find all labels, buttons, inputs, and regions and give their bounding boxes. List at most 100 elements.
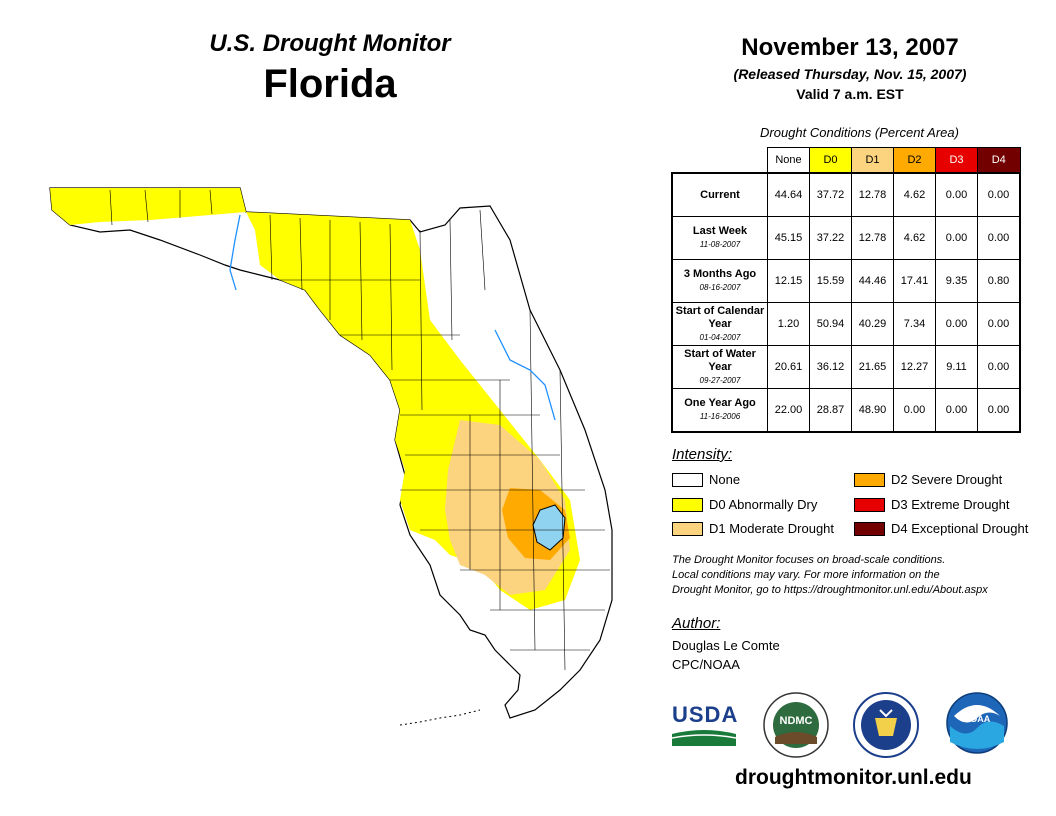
ndmc-logo-text: NDMC bbox=[779, 715, 813, 727]
legend-d0: D0 Abnormally Dry bbox=[672, 497, 817, 512]
legend-d4: D4 Exceptional Drought bbox=[854, 521, 1028, 536]
legend-label: D4 Exceptional Drought bbox=[891, 521, 1029, 536]
table-cell: 0.00 bbox=[977, 216, 1021, 260]
legend-swatch bbox=[672, 521, 703, 536]
table-cell: 0.80 bbox=[977, 259, 1021, 303]
table-cell: 12.27 bbox=[893, 345, 936, 389]
row-label: Start of Calendar Year 01-04-2007 bbox=[671, 302, 768, 346]
legend-none: None bbox=[672, 472, 740, 487]
d0-region-panhandle bbox=[50, 188, 246, 225]
county-boundaries bbox=[109, 189, 610, 671]
drought-stats-table: None D0 D1 D2 D3 D4 Current 44.64 37.72 … bbox=[671, 147, 1021, 433]
col-d1: D1 bbox=[851, 147, 894, 174]
disclaimer-note: The Drought Monitor focuses on broad-sca… bbox=[672, 553, 1042, 598]
table-cell: 50.94 bbox=[809, 302, 852, 346]
col-d4: D4 bbox=[977, 147, 1021, 174]
note-line: Drought Monitor, go to https://droughtmo… bbox=[672, 584, 988, 596]
table-cell: 22.00 bbox=[767, 388, 810, 433]
commerce-logo bbox=[853, 692, 919, 763]
table-cell: 15.59 bbox=[809, 259, 852, 303]
table-cell: 45.15 bbox=[767, 216, 810, 260]
table-row-one-year-ago: One Year Ago 11-16-2006 22.00 28.87 48.90… bbox=[671, 388, 1021, 433]
release-date: (Released Thursday, Nov. 15, 2007) bbox=[733, 66, 967, 82]
author-title: Author: bbox=[672, 615, 721, 632]
florida-drought-map bbox=[49, 187, 613, 726]
table-cell: 44.64 bbox=[767, 172, 810, 217]
usda-logo: USDA bbox=[671, 702, 739, 748]
row-label: Current bbox=[671, 172, 768, 217]
note-line: The Drought Monitor focuses on broad-sca… bbox=[672, 554, 946, 566]
legend-label: D0 Abnormally Dry bbox=[709, 497, 818, 512]
legend-swatch bbox=[854, 472, 885, 487]
col-none: None bbox=[767, 147, 810, 174]
ndmc-logo-seal bbox=[763, 692, 829, 758]
usda-logo-hills bbox=[671, 730, 737, 746]
table-cell: 4.62 bbox=[893, 216, 936, 260]
state-title: Florida bbox=[263, 62, 397, 106]
row-label: Last Week 11-08-2007 bbox=[671, 216, 768, 260]
table-row-water-year: Start of Water Year 09-27-2007 20.61 36.1… bbox=[671, 345, 1021, 389]
table-cell: 9.35 bbox=[935, 259, 978, 303]
table-cell: 36.12 bbox=[809, 345, 852, 389]
table-cell: 21.65 bbox=[851, 345, 894, 389]
noaa-logo: NOAA bbox=[946, 692, 1008, 759]
legend-label: D1 Moderate Drought bbox=[709, 521, 835, 536]
website-url[interactable]: droughtmonitor.unl.edu bbox=[735, 766, 972, 789]
row-label: 3 Months Ago 08-16-2007 bbox=[671, 259, 768, 303]
table-cell: 0.00 bbox=[893, 388, 936, 433]
legend-label: D3 Extreme Drought bbox=[891, 497, 1010, 512]
table-cell: 7.34 bbox=[893, 302, 936, 346]
note-line: Local conditions may vary. For more info… bbox=[672, 569, 940, 581]
table-cell: 17.41 bbox=[893, 259, 936, 303]
legend-swatch bbox=[672, 497, 703, 512]
apalachicola-river bbox=[229, 214, 241, 291]
table-cell: 1.20 bbox=[767, 302, 810, 346]
author-org: CPC/NOAA bbox=[672, 657, 740, 672]
table-cell: 37.72 bbox=[809, 172, 852, 217]
legend-d2: D2 Severe Drought bbox=[854, 472, 1002, 487]
legend-swatch bbox=[672, 472, 703, 487]
st-johns-river bbox=[494, 329, 556, 421]
table-cell: 44.46 bbox=[851, 259, 894, 303]
table-corner bbox=[672, 148, 768, 174]
table-row-last-week: Last Week 11-08-2007 45.15 37.22 12.78 4.… bbox=[671, 216, 1021, 260]
legend-swatch bbox=[854, 497, 885, 512]
table-cell: 0.00 bbox=[977, 345, 1021, 389]
usda-logo-text: USDA bbox=[672, 702, 739, 727]
brand-title: U.S. Drought Monitor bbox=[209, 30, 451, 57]
map-date: November 13, 2007 bbox=[741, 34, 959, 61]
table-cell: 0.00 bbox=[977, 302, 1021, 346]
noaa-logo-text: NOAA bbox=[963, 714, 991, 724]
table-cell: 12.78 bbox=[851, 172, 894, 217]
legend-label: D2 Severe Drought bbox=[891, 472, 1003, 487]
table-cell: 20.61 bbox=[767, 345, 810, 389]
florida-outline bbox=[49, 187, 613, 719]
valid-time: Valid 7 a.m. EST bbox=[796, 86, 904, 102]
table-cell: 9.11 bbox=[935, 345, 978, 389]
col-d3: D3 bbox=[935, 147, 978, 174]
florida-keys bbox=[399, 709, 481, 726]
table-cell: 28.87 bbox=[809, 388, 852, 433]
ndmc-logo: NDMC bbox=[763, 692, 829, 763]
author-name: Douglas Le Comte bbox=[672, 638, 780, 653]
table-cell: 12.15 bbox=[767, 259, 810, 303]
table-cell: 4.62 bbox=[893, 172, 936, 217]
row-label: Start of Water Year 09-27-2007 bbox=[671, 345, 768, 389]
table-cell: 12.78 bbox=[851, 216, 894, 260]
table-cell: 0.00 bbox=[935, 302, 978, 346]
table-cell: 40.29 bbox=[851, 302, 894, 346]
table-cell: 0.00 bbox=[977, 388, 1021, 433]
table-cell: 0.00 bbox=[935, 216, 978, 260]
table-row-3-months: 3 Months Ago 08-16-2007 12.15 15.59 44.46… bbox=[671, 259, 1021, 303]
col-d0: D0 bbox=[809, 147, 852, 174]
noaa-logo-seal bbox=[946, 692, 1008, 754]
col-d2: D2 bbox=[893, 147, 936, 174]
legend-label: None bbox=[709, 472, 741, 487]
table-header-row: None D0 D1 D2 D3 D4 bbox=[672, 147, 1021, 174]
map-header-left: U.S. Drought Monitor Florida bbox=[150, 30, 510, 107]
legend-swatch bbox=[854, 521, 885, 536]
table-cell: 37.22 bbox=[809, 216, 852, 260]
table-row-current: Current 44.64 37.72 12.78 4.62 0.00 0.00 bbox=[671, 172, 1021, 217]
commerce-logo-seal bbox=[853, 692, 919, 758]
lake-okeechobee bbox=[532, 504, 566, 551]
